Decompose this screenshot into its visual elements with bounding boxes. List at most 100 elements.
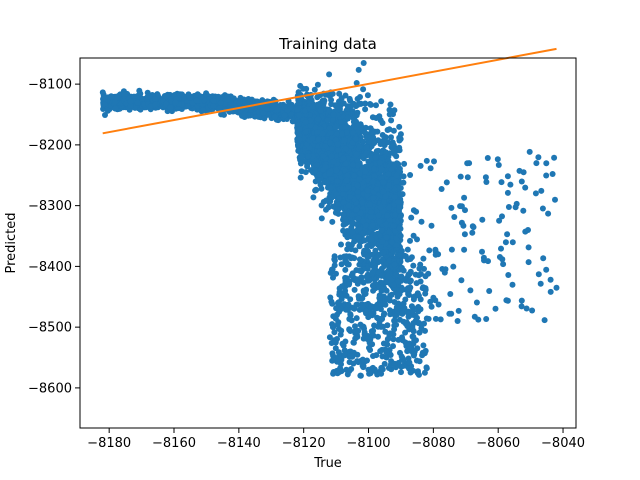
scatter-point xyxy=(359,199,366,206)
scatter-point xyxy=(210,103,217,110)
scatter-point xyxy=(421,369,428,376)
scatter-point xyxy=(329,218,336,225)
scatter-point xyxy=(384,341,391,348)
scatter-point xyxy=(354,351,361,358)
scatter-point xyxy=(340,199,347,206)
scatter-point xyxy=(370,195,377,201)
scatter-point xyxy=(393,178,400,185)
scatter-point xyxy=(101,101,108,108)
scatter-point xyxy=(348,272,355,279)
scatter-point xyxy=(357,372,364,379)
scatter-point xyxy=(294,106,301,113)
scatter-point xyxy=(396,134,403,141)
scatter-point xyxy=(362,124,369,131)
scatter-point xyxy=(315,136,322,143)
scatter-point xyxy=(386,106,393,113)
scatter-point xyxy=(378,272,385,279)
scatter-point xyxy=(297,82,304,89)
scatter-point xyxy=(394,199,401,205)
scatter-point xyxy=(127,98,134,105)
scatter-point xyxy=(398,353,405,360)
scatter-point xyxy=(359,295,366,302)
scatter-point xyxy=(351,255,358,262)
scatter-point xyxy=(349,211,356,218)
scatter-point xyxy=(265,111,272,118)
scatter-point xyxy=(364,243,371,250)
scatter-point xyxy=(393,271,400,278)
scatter-point xyxy=(318,215,325,222)
scatter-point xyxy=(185,103,191,110)
scatter-point xyxy=(340,227,347,234)
scatter-point xyxy=(281,112,288,119)
scatter-point xyxy=(367,101,373,107)
scatter-point xyxy=(274,106,281,113)
scatter-point xyxy=(139,96,146,102)
scatter-point xyxy=(313,161,320,168)
scatter-point xyxy=(365,158,372,165)
scatter-point xyxy=(367,310,374,316)
scatter-point xyxy=(333,103,340,110)
scatter-point xyxy=(395,278,402,285)
scatter-point xyxy=(362,106,369,113)
scatter-point xyxy=(297,174,304,181)
scatter-point xyxy=(351,117,358,124)
scatter-point xyxy=(328,97,335,103)
scatter-point xyxy=(317,181,324,188)
scatter-point xyxy=(391,151,398,157)
scatter-point xyxy=(326,334,333,341)
scatter-point xyxy=(378,166,385,173)
scatter-point xyxy=(112,99,119,106)
scatter-point xyxy=(330,324,337,331)
scatter-point xyxy=(328,153,335,160)
scatter-point xyxy=(398,287,405,294)
scatter-point xyxy=(395,336,402,343)
scatter-point xyxy=(181,94,187,101)
scatter-point xyxy=(331,262,338,269)
scatter-point xyxy=(216,105,223,112)
scatter-point xyxy=(331,329,338,336)
scatter-point xyxy=(314,129,321,135)
scatter-point xyxy=(410,293,417,300)
scatter-point xyxy=(397,213,404,220)
scatter-point xyxy=(364,92,371,99)
scatter-point xyxy=(342,160,349,167)
scatter-point xyxy=(346,348,353,355)
scatter-point xyxy=(384,295,391,302)
scatter-point xyxy=(152,96,158,102)
scatter-point xyxy=(410,333,417,340)
scatter-point xyxy=(261,115,268,122)
scatter-point xyxy=(104,107,111,114)
scatter-point xyxy=(386,307,393,314)
scatter-point xyxy=(324,117,331,124)
scatter-point xyxy=(364,187,371,194)
scatter-point xyxy=(327,129,334,136)
scatter-point xyxy=(323,206,329,213)
scatter-point xyxy=(351,286,358,293)
scatter-point xyxy=(384,212,391,219)
scatter-point xyxy=(368,236,375,243)
scatter-point xyxy=(334,141,341,148)
scatter-point xyxy=(346,326,353,333)
scatter-point xyxy=(338,95,345,102)
scatter-point xyxy=(335,206,342,213)
scatter-point xyxy=(393,172,400,179)
scatter-point xyxy=(302,119,309,126)
scatter-point xyxy=(379,346,385,353)
scatter-point xyxy=(353,206,360,213)
scatter-point xyxy=(385,273,392,280)
scatter-point xyxy=(307,117,314,124)
scatter-point xyxy=(380,137,387,144)
scatter-point xyxy=(296,99,303,106)
scatter-point xyxy=(406,278,413,285)
scatter-point xyxy=(295,142,301,149)
scatter-point xyxy=(134,99,141,106)
scatter-point xyxy=(322,143,329,150)
scatter-point xyxy=(354,162,361,169)
scatter-point xyxy=(357,210,364,217)
scatter-point xyxy=(364,357,370,364)
scatter-point xyxy=(314,101,321,108)
scatter-point xyxy=(379,132,386,138)
scatter-point xyxy=(348,246,355,253)
scatter-point xyxy=(368,303,375,310)
scatter-point xyxy=(302,169,309,176)
